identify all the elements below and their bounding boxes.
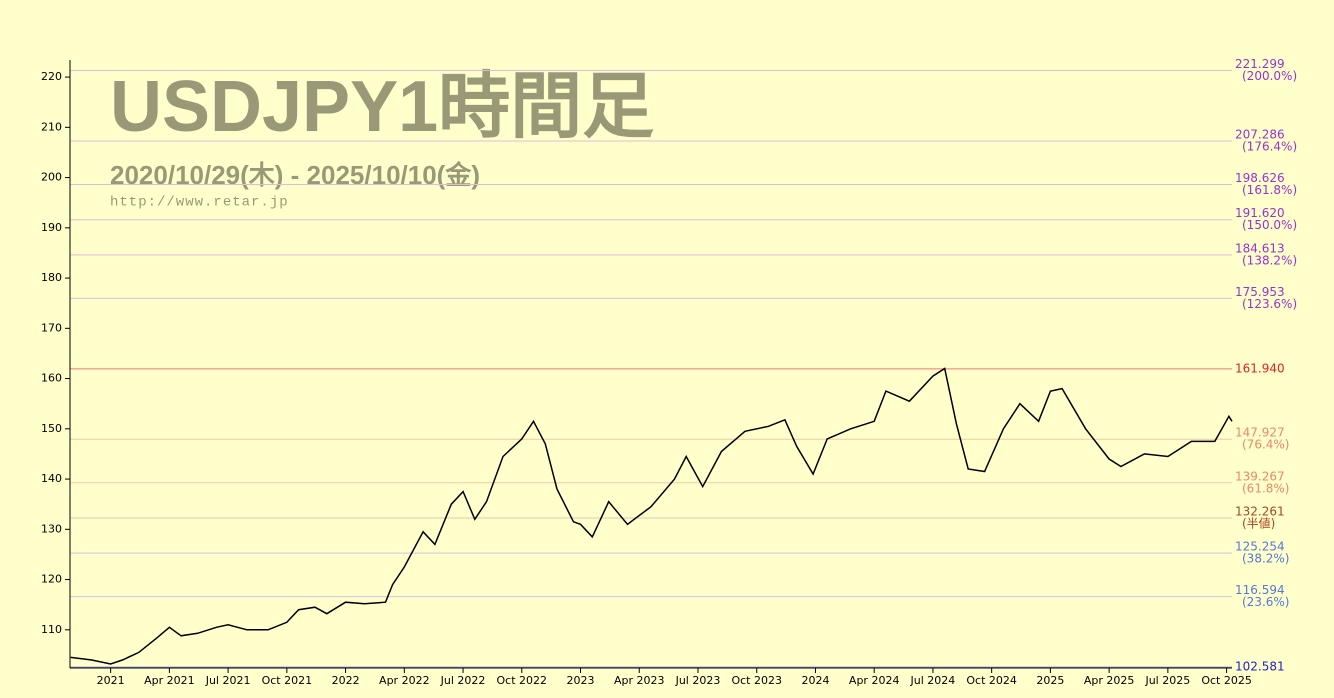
level-ratio: (23.6%) [1242,595,1289,609]
y-tick-label: 210 [41,120,62,133]
level-ratio: (61.8%) [1242,481,1289,495]
level-ratio: (38.2%) [1242,552,1289,566]
y-tick-label: 220 [41,70,62,83]
x-tick-label: Oct 2021 [262,674,313,687]
level-ratio: (半値) [1242,515,1275,530]
level-label: 207.286 [1235,127,1285,141]
level-label: 184.613 [1235,241,1285,255]
level-label: 147.927 [1235,426,1285,440]
level-ratio: (138.2%) [1242,253,1297,267]
y-tick-label: 110 [41,623,62,636]
level-label: 198.626 [1235,171,1285,185]
x-tick-label: Oct 2025 [1201,674,1252,687]
level-label: 102.581 [1235,660,1285,674]
level-ratio: (176.4%) [1242,139,1297,153]
y-tick-label: 120 [41,573,62,586]
x-tick-label: Apr 2021 [144,674,195,687]
url: http://www.retar.jp [110,195,289,211]
level-ratio: (200.0%) [1242,69,1297,83]
y-tick-label: 130 [41,522,62,535]
x-tick-label: Oct 2022 [497,674,548,687]
price-line [70,367,1233,665]
x-tick-label: Jul 2022 [440,674,486,687]
level-label: 125.254 [1235,540,1285,554]
x-tick-label: Jul 2021 [205,674,251,687]
x-tick-label: Apr 2025 [1084,674,1135,687]
level-label: 139.267 [1235,469,1285,483]
level-ratio: (76.4%) [1242,438,1289,452]
level-label: 221.299 [1235,57,1285,71]
level-label: 191.620 [1235,206,1285,220]
x-tick-label: 2025 [1036,674,1064,687]
level-label: 132.261 [1235,504,1285,518]
x-tick-label: Jul 2025 [1144,674,1190,687]
y-tick-label: 140 [41,472,62,485]
y-tick-label: 200 [41,171,62,184]
x-tick-label: Oct 2024 [966,674,1017,687]
x-tick-label: Jul 2024 [910,674,956,687]
level-label: 116.594 [1235,583,1285,597]
level-ratio: (123.6%) [1242,297,1297,311]
x-tick-label: Jul 2023 [675,674,721,687]
y-tick-label: 170 [41,321,62,334]
x-tick-label: 2022 [332,674,360,687]
chart-subtitle: 2020/10/29(木) - 2025/10/10(金) [110,160,480,190]
level-label: 161.940 [1235,361,1285,375]
level-ratio: (150.0%) [1242,218,1297,232]
y-tick-label: 150 [41,422,62,435]
y-tick-label: 160 [41,372,62,385]
x-tick-label: Apr 2024 [849,674,900,687]
x-tick-label: Apr 2023 [614,674,665,687]
x-tick-label: 2021 [97,674,125,687]
level-ratio: (161.8%) [1242,183,1297,197]
level-label: 175.953 [1235,285,1285,299]
y-tick-label: 180 [41,271,62,284]
chart-title: USDJPY1時間足 [110,67,654,147]
x-tick-label: Apr 2022 [379,674,430,687]
x-tick-label: 2024 [801,674,829,687]
x-tick-label: 2023 [567,674,595,687]
x-tick-label: Oct 2023 [731,674,782,687]
y-tick-label: 190 [41,221,62,234]
